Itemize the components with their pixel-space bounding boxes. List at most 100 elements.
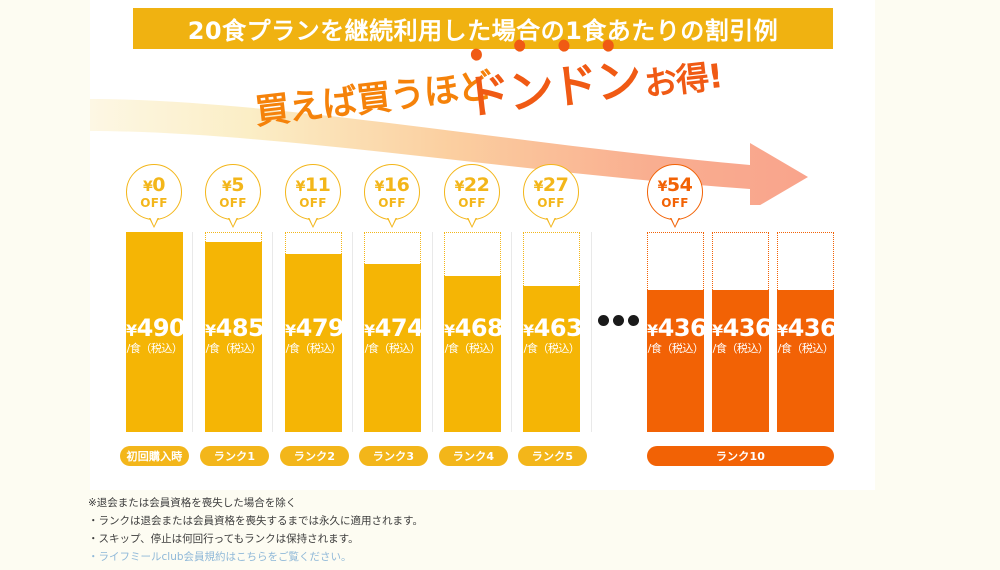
bar-price-value-1: ¥485: [205, 314, 265, 342]
bar-7: ¥436 /食（税込）: [712, 232, 772, 432]
bar-price-8: ¥436 /食（税込）: [777, 314, 837, 355]
speech-bubble-tail-icon: [387, 217, 397, 228]
bar-fill-3: ¥474 /食（税込）: [364, 264, 424, 432]
badge-off-4: OFF: [458, 195, 486, 210]
bar-separator: [192, 232, 193, 432]
bar-price-3: ¥474 /食（税込）: [364, 314, 424, 355]
bar-8: ¥436 /食（税込）: [777, 232, 837, 432]
bar-price-7: ¥436 /食（税込）: [712, 314, 772, 354]
yen-symbol: ¥: [533, 178, 544, 195]
rank-label-4: ランク4: [452, 450, 495, 463]
bar-price-value-3: ¥474: [364, 314, 424, 342]
footnote-0: ※退会または会員資格を喪失した場合を除く: [88, 497, 297, 509]
badge-off-3: OFF: [378, 195, 406, 210]
bar-fill-2: ¥479 /食（税込）: [285, 254, 345, 432]
rank-pill-2[interactable]: ランク2: [280, 446, 349, 466]
bar-4: ¥468 /食（税込）: [444, 232, 504, 432]
bar-price-value-8: ¥436: [777, 314, 837, 342]
bar-fill-4: ¥468 /食（税込）: [444, 276, 504, 432]
rank-pill-4[interactable]: ランク4: [439, 446, 508, 466]
page-title-band: 20食プランを継続利用した場合の1食あたりの割引例: [133, 8, 833, 49]
yen-symbol: ¥: [657, 178, 668, 195]
discount-badge-6: ¥54 OFF: [647, 164, 703, 228]
bar-price-unit-1: /食（税込）: [205, 342, 262, 355]
bar-6: ¥436 /食（税込）: [647, 232, 707, 432]
yen-symbol: ¥: [374, 178, 385, 195]
bar-price-unit-2: /食（税込）: [285, 342, 342, 355]
badge-amount-0: ¥0: [143, 173, 165, 196]
bar-price-unit-3: /食（税込）: [364, 342, 421, 355]
ellipsis-dots-icon: [598, 315, 640, 329]
rank-pill-0[interactable]: 初回購入時: [120, 446, 189, 466]
discount-badge-1: ¥5 OFF: [205, 164, 261, 228]
rank-label-2: ランク2: [293, 450, 336, 463]
bar-price-1: ¥485 /食（税込）: [205, 314, 265, 355]
bar-price-value-4: ¥468: [444, 314, 504, 342]
yen-symbol: ¥: [126, 321, 137, 340]
rank-label-5: ランク5: [531, 450, 574, 463]
badge-off-0: OFF: [140, 195, 168, 210]
yen-symbol: ¥: [647, 321, 658, 340]
yen-symbol: ¥: [295, 178, 306, 195]
speech-bubble-tail-icon: [308, 217, 318, 228]
bar-price-unit-0: /食（税込）: [126, 342, 183, 355]
yen-symbol: ¥: [143, 178, 153, 195]
footnote-2: ・スキップ、停止は何回行ってもランクは保持されます。: [88, 533, 359, 546]
rank-label-3: ランク3: [372, 450, 415, 463]
discount-badge-2: ¥11 OFF: [285, 164, 341, 228]
bar-1: ¥485 /食（税込）: [205, 232, 265, 432]
bar-separator: [511, 232, 512, 432]
badge-off-5: OFF: [537, 195, 565, 210]
rank-pill-5[interactable]: ランク5: [518, 446, 587, 466]
badge-amount-3: ¥16: [374, 173, 410, 196]
speech-bubble-tail-icon: [546, 217, 556, 228]
bar-3: ¥474 /食（税込）: [364, 232, 424, 432]
badge-off-6: OFF: [661, 195, 689, 210]
speech-bubble-tail-icon: [467, 217, 477, 228]
badge-off-1: OFF: [219, 195, 247, 210]
bar-separator: [352, 232, 353, 432]
yen-symbol: ¥: [777, 321, 788, 340]
rank-label-1: ランク1: [213, 450, 256, 463]
yen-symbol: ¥: [444, 321, 455, 340]
bar-fill-6: ¥436 /食（税込）: [647, 290, 707, 432]
bar-5: ¥463 /食（税込）: [523, 232, 583, 432]
yen-symbol: ¥: [454, 178, 465, 195]
bar-price-unit-4: /食（税込）: [444, 342, 501, 355]
bar-fill-8: ¥436 /食（税込）: [777, 290, 837, 432]
rank-pill-10[interactable]: ランク10: [647, 446, 834, 466]
rank-pill-1[interactable]: ランク1: [200, 446, 269, 466]
yen-symbol: ¥: [364, 321, 375, 340]
discount-badge-3: ¥16 OFF: [364, 164, 420, 228]
rank-label-0: 初回購入時: [126, 450, 183, 463]
badge-amount-2: ¥11: [295, 173, 331, 196]
rank-pill-3[interactable]: ランク3: [359, 446, 428, 466]
page-title: 20食プランを継続利用した場合の1食あたりの割引例: [187, 17, 779, 45]
badge-amount-1: ¥5: [222, 173, 244, 196]
bar-fill-5: ¥463 /食（税込）: [523, 286, 583, 432]
bar-price-value-5: ¥463: [523, 314, 583, 342]
bar-fill-0: ¥490 /食（税込）: [126, 232, 186, 432]
bar-price-6: ¥436 /食（税込）: [647, 314, 707, 354]
bar-price-value-6: ¥436: [647, 314, 707, 342]
bar-price-5: ¥463 /食（税込）: [523, 314, 583, 355]
footnote-link[interactable]: ・ライフミールclub会員規約はこちらをご覧ください。: [88, 551, 352, 564]
bar-price-value-7: ¥436: [712, 314, 772, 342]
yen-symbol: ¥: [523, 321, 534, 340]
discount-badge-5: ¥27 OFF: [523, 164, 579, 228]
footnotes: ※退会または会員資格を喪失した場合を除く ・ランクは退会または会員資格を喪失する…: [88, 497, 588, 570]
rank-label-10: ランク10: [715, 450, 766, 463]
speech-bubble-tail-icon: [149, 217, 159, 228]
bar-price-unit-8: /食（税込）: [777, 342, 834, 355]
bar-separator: [432, 232, 433, 432]
bar-fill-1: ¥485 /食（税込）: [205, 242, 265, 432]
speech-bubble-tail-icon: [228, 217, 238, 228]
bar-price-2: ¥479 /食（税込）: [285, 314, 345, 355]
bar-separator: [591, 232, 592, 432]
yen-symbol: ¥: [205, 321, 216, 340]
discount-badge-0: ¥0 OFF: [126, 164, 182, 228]
bar-price-value-2: ¥479: [285, 314, 345, 342]
bar-fill-7: ¥436 /食（税込）: [712, 290, 772, 432]
bar-price-unit-5: /食（税込）: [523, 342, 580, 355]
yen-symbol: ¥: [222, 178, 232, 195]
